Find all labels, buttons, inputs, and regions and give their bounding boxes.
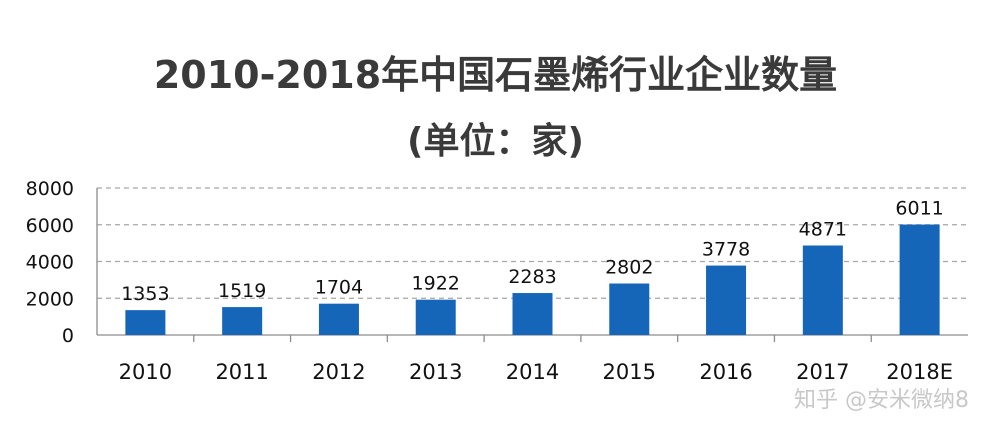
bar xyxy=(125,310,166,335)
bar xyxy=(609,283,650,335)
y-tick-label: 2000 xyxy=(26,288,74,310)
x-tick-label: 2015 xyxy=(603,360,656,384)
x-tick-label: 2013 xyxy=(409,360,462,384)
data-label: 1353 xyxy=(121,283,169,305)
x-tick-label: 2010 xyxy=(119,360,172,384)
x-tick-label: 2018E xyxy=(886,360,953,384)
bar xyxy=(802,245,843,335)
data-label: 2283 xyxy=(508,266,556,288)
y-tick-label: 0 xyxy=(62,325,74,347)
y-tick-label: 4000 xyxy=(26,252,74,274)
x-tick-label: 2016 xyxy=(699,360,752,384)
x-tick-label: 2011 xyxy=(215,360,268,384)
bar xyxy=(222,307,263,335)
watermark-text: 知乎 @安米微纳8 xyxy=(794,388,969,413)
bar xyxy=(415,299,456,335)
y-tick-label: 6000 xyxy=(26,215,74,237)
data-label: 6011 xyxy=(895,198,943,220)
data-label: 2802 xyxy=(605,257,653,279)
data-label: 1519 xyxy=(218,280,266,302)
bar xyxy=(899,224,940,335)
bar xyxy=(706,265,747,335)
data-label: 1922 xyxy=(412,273,460,295)
data-label: 1704 xyxy=(315,277,363,299)
x-tick-label: 2017 xyxy=(796,360,849,384)
x-tick-label: 2014 xyxy=(506,360,559,384)
data-label: 4871 xyxy=(799,218,847,240)
y-tick-label: 8000 xyxy=(26,178,74,200)
chart-title: 2010-2018年中国石墨烯行业企业数量 xyxy=(153,53,838,97)
bar xyxy=(318,303,359,335)
x-tick-label: 2012 xyxy=(312,360,365,384)
bar xyxy=(512,293,553,335)
chart-subtitle: (单位：家) xyxy=(407,121,584,162)
data-label: 3778 xyxy=(702,239,750,261)
